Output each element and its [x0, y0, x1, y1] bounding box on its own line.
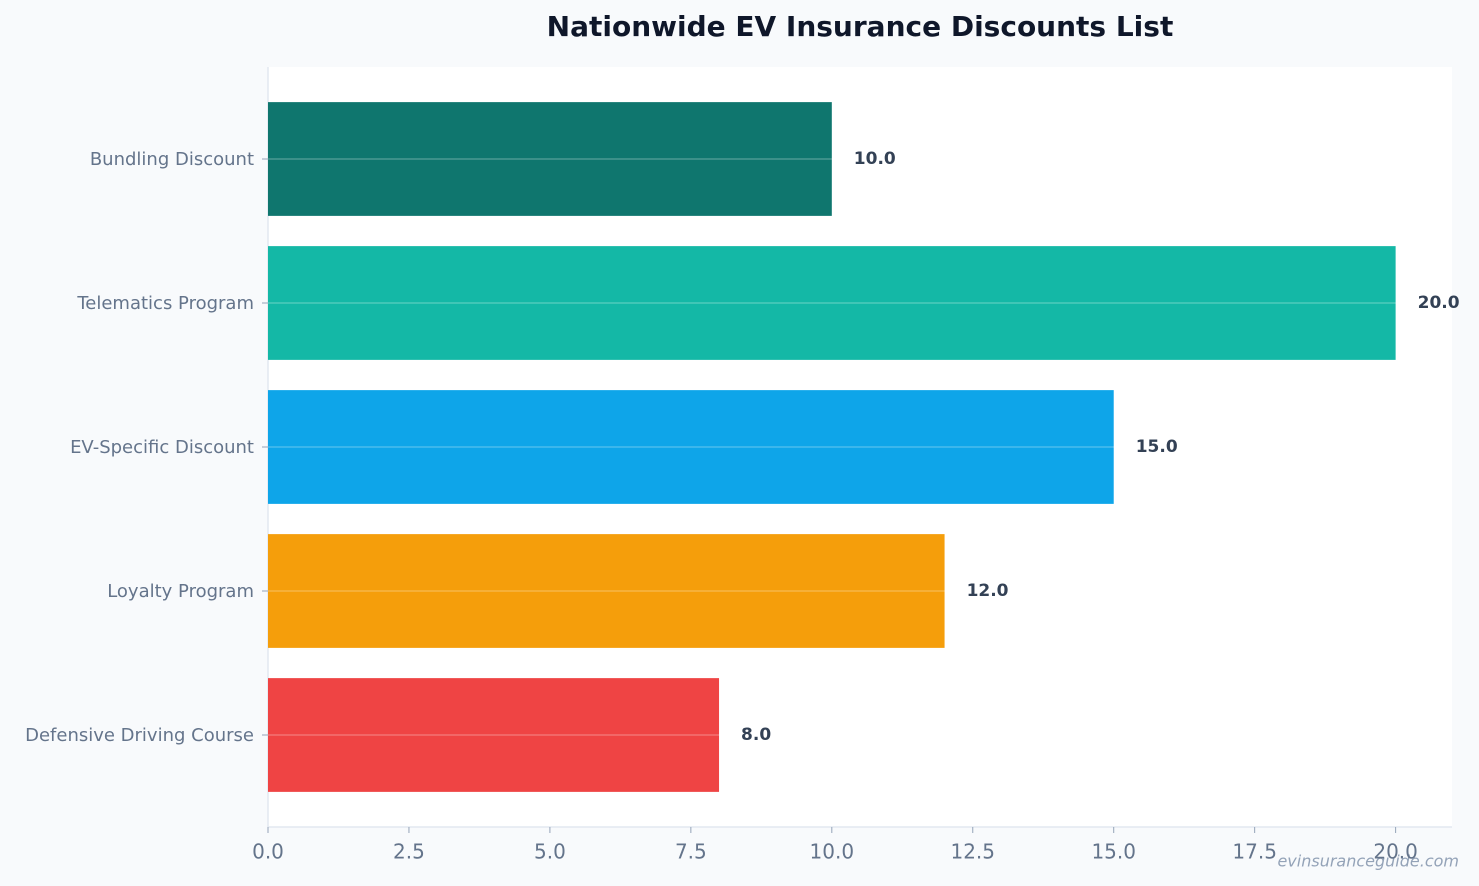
x-tick-label: 17.5 — [1232, 840, 1277, 864]
y-tick-label: EV-Specific Discount — [70, 437, 254, 458]
x-tick-label: 7.5 — [675, 840, 707, 864]
x-tick-label: 20.0 — [1373, 840, 1418, 864]
value-label: 10.0 — [854, 149, 896, 169]
y-tick-label: Telematics Program — [76, 293, 254, 314]
x-tick-label: 10.0 — [810, 840, 855, 864]
watermark: evinsuranceguide.com — [1277, 852, 1459, 871]
value-label: 8.0 — [741, 725, 771, 745]
y-tick-label: Defensive Driving Course — [25, 725, 254, 746]
x-tick-label: 12.5 — [950, 840, 995, 864]
value-label: 15.0 — [1136, 437, 1178, 457]
bar — [268, 246, 1396, 360]
bar — [268, 390, 1114, 504]
value-label: 12.0 — [967, 581, 1009, 601]
x-tick-label: 5.0 — [534, 840, 566, 864]
y-tick-label: Bundling Discount — [90, 149, 254, 170]
x-tick-label: 0.0 — [252, 840, 284, 864]
bar — [268, 534, 945, 648]
x-tick-label: 15.0 — [1091, 840, 1136, 864]
y-tick-label: Loyalty Program — [107, 581, 254, 602]
chart-title: Nationwide EV Insurance Discounts List — [547, 10, 1174, 43]
x-tick-label: 2.5 — [393, 840, 425, 864]
value-label: 20.0 — [1418, 293, 1460, 313]
bar — [268, 678, 720, 792]
bar — [268, 102, 832, 216]
